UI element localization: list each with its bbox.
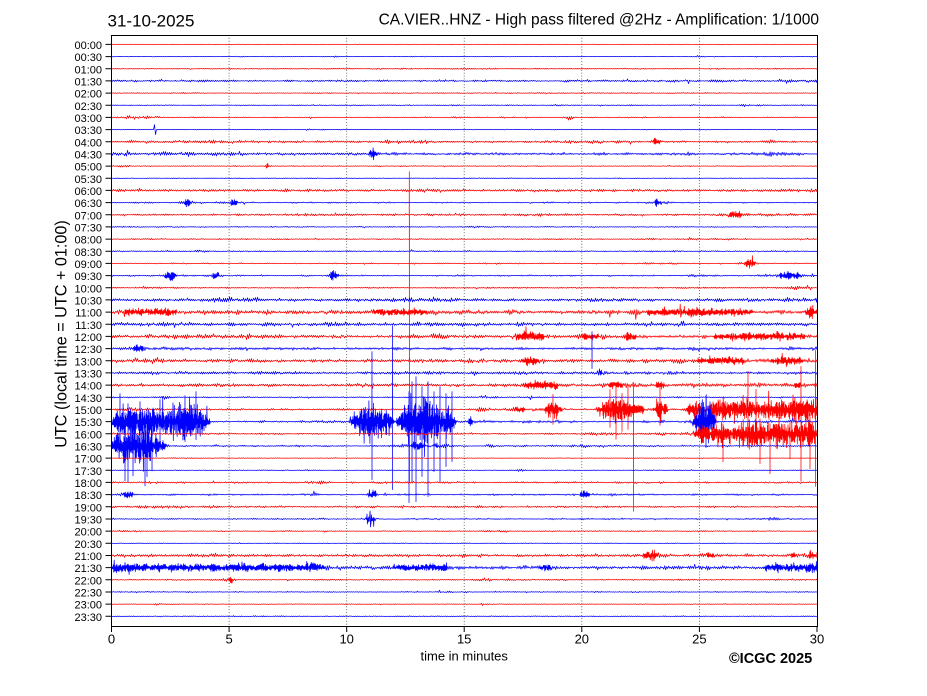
svg-text:01:30: 01:30 [74,77,102,89]
svg-text:©ICGC 2025: ©ICGC 2025 [729,651,812,667]
svg-text:CA.VIER..HNZ - High pass filte: CA.VIER..HNZ - High pass filtered @2Hz -… [379,12,820,29]
svg-text:18:30: 18:30 [74,490,102,502]
svg-text:02:30: 02:30 [74,101,102,113]
svg-text:22:30: 22:30 [74,588,102,600]
svg-text:06:30: 06:30 [74,198,102,210]
svg-text:23:30: 23:30 [74,612,102,624]
svg-text:11:30: 11:30 [75,320,102,332]
svg-text:19:00: 19:00 [74,502,102,514]
svg-text:05:00: 05:00 [74,162,102,174]
svg-text:09:30: 09:30 [74,271,102,283]
svg-text:09:00: 09:00 [74,259,102,271]
svg-text:08:30: 08:30 [74,247,102,259]
svg-text:time in minutes: time in minutes [420,649,508,664]
svg-text:21:00: 21:00 [74,551,102,563]
svg-text:10:00: 10:00 [74,283,102,295]
svg-text:06:00: 06:00 [74,186,102,198]
svg-text:UTC (local time = UTC + 01:00): UTC (local time = UTC + 01:00) [53,220,71,448]
svg-text:04:30: 04:30 [74,150,102,162]
svg-text:00:30: 00:30 [74,52,102,64]
svg-text:16:00: 16:00 [74,429,102,441]
svg-text:15:30: 15:30 [74,417,102,429]
svg-text:04:00: 04:00 [74,137,102,149]
svg-text:21:30: 21:30 [74,563,102,575]
svg-text:25: 25 [692,632,706,647]
svg-text:20: 20 [575,632,589,647]
svg-text:12:30: 12:30 [74,344,102,356]
svg-text:17:00: 17:00 [74,454,102,466]
svg-text:00:00: 00:00 [74,40,102,52]
svg-text:02:00: 02:00 [74,89,102,101]
svg-text:03:00: 03:00 [74,113,102,125]
svg-text:08:00: 08:00 [74,235,102,247]
svg-text:30: 30 [810,632,824,647]
svg-text:5: 5 [225,632,232,647]
svg-text:18:00: 18:00 [74,478,102,490]
svg-text:20:00: 20:00 [74,527,102,539]
svg-text:14:30: 14:30 [74,393,102,405]
svg-text:12:00: 12:00 [74,332,102,344]
svg-text:20:30: 20:30 [74,539,102,551]
svg-text:13:30: 13:30 [74,369,102,381]
svg-text:10:30: 10:30 [74,296,102,308]
svg-text:07:00: 07:00 [74,210,102,222]
svg-text:03:30: 03:30 [74,125,102,137]
svg-text:0: 0 [108,632,115,647]
svg-text:15:00: 15:00 [74,405,102,417]
svg-text:19:30: 19:30 [74,515,102,527]
svg-text:13:00: 13:00 [74,356,102,368]
svg-text:31-10-2025: 31-10-2025 [108,12,195,31]
svg-text:14:00: 14:00 [74,381,102,393]
svg-text:05:30: 05:30 [74,174,102,186]
svg-text:10: 10 [339,632,353,647]
svg-text:15: 15 [457,632,471,647]
svg-text:23:00: 23:00 [74,600,102,612]
svg-text:17:30: 17:30 [74,466,102,478]
svg-text:11:00: 11:00 [75,308,102,320]
svg-text:01:00: 01:00 [74,64,102,76]
svg-text:22:00: 22:00 [74,575,102,587]
svg-text:16:30: 16:30 [74,442,102,454]
svg-text:07:30: 07:30 [74,223,102,235]
